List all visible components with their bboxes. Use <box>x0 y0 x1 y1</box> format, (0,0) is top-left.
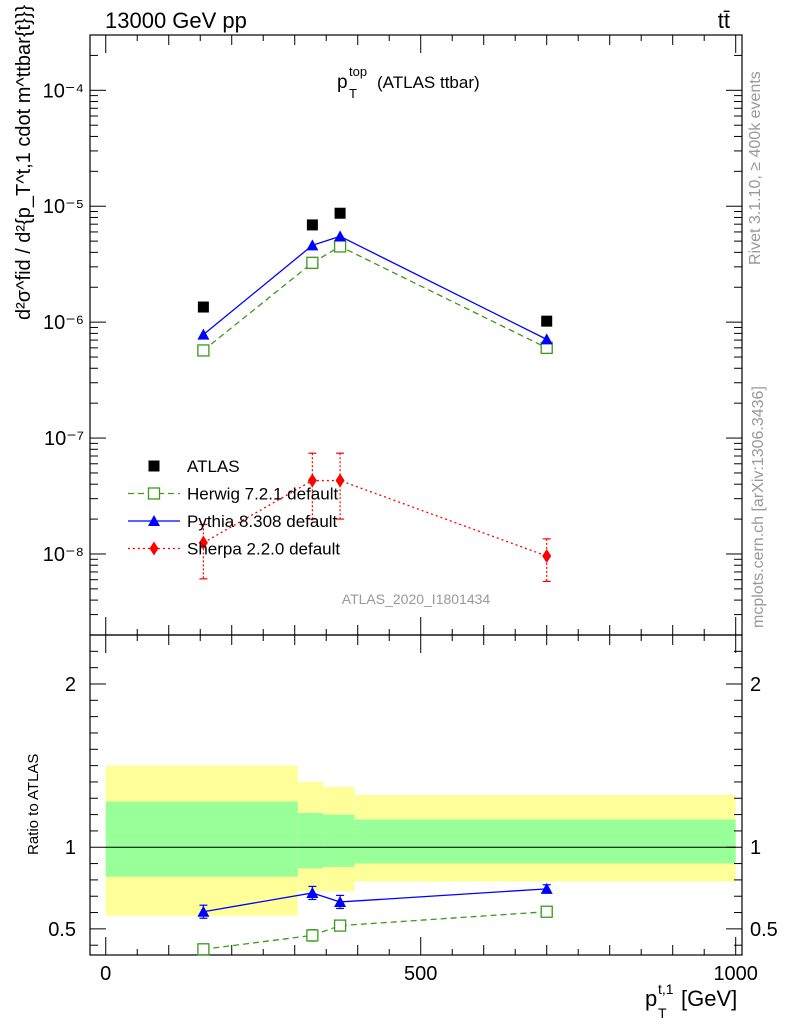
data-point <box>334 207 346 219</box>
ratio-plot-axes: 0 500 1000 0.5 0.5 1 1 2 2 <box>48 634 778 985</box>
data-point <box>335 473 345 488</box>
ratio-line-0 <box>203 911 547 950</box>
title-sup: top <box>349 64 367 79</box>
ratio-plot-frame <box>89 634 743 956</box>
xlabel-sub: T <box>658 1005 667 1021</box>
xlabel-main: p <box>645 986 657 1011</box>
ratio-y-tick-label-right-0: 0.5 <box>750 919 778 941</box>
mcplots-label: mcplots.cern.ch [arXiv:1306.3436] <box>750 386 767 628</box>
ratio-point <box>540 905 553 918</box>
legend-marker-1 <box>147 487 161 500</box>
data-point <box>540 333 553 345</box>
ratio-y-tick-label-right-1: 1 <box>750 837 761 859</box>
legend: ATLAS Herwig 7.2.1 default Pythia 8.308 de… <box>128 457 340 559</box>
ratio-point <box>334 895 347 907</box>
data-point <box>197 328 210 340</box>
ratio-plot-series <box>197 882 553 956</box>
title-suffix: (ATLAS ttbar) <box>377 73 480 92</box>
legend-label-0: ATLAS <box>187 457 240 476</box>
ratio-point <box>540 882 553 894</box>
series-line-2 <box>202 235 548 340</box>
ratio-y-tick-label-right-2: 2 <box>750 674 761 696</box>
rivet-version-label: Rivet 3.1.10, ≥ 400k events <box>747 71 764 265</box>
legend-marker-3 <box>149 541 159 556</box>
xlabel: p t,1 T [GeV] <box>645 981 737 1021</box>
data-point <box>197 301 209 313</box>
header-left-text: 13000 GeV pp <box>105 8 247 33</box>
main-ylabel: d²σ^fid / d²{p_T^t,1 cdot m^ttbar{t}}} [… <box>13 0 35 320</box>
data-point <box>307 473 317 488</box>
y-tick-label-0: 10⁻⁸ <box>43 544 84 566</box>
ratio-ylabel: Ratio to ATLAS <box>25 754 42 855</box>
legend-label-2: Pythia 8.308 default <box>187 512 338 531</box>
ratio-uncertainty-bands <box>105 765 736 916</box>
ratio-point <box>306 886 319 898</box>
y-tick-label-3: 10⁻⁵ <box>43 196 84 218</box>
band-inner-0 <box>105 801 298 877</box>
y-tick-label-1: 10⁻⁷ <box>44 428 84 450</box>
data-point <box>333 240 347 253</box>
title-sub: T <box>349 86 357 101</box>
main-plot-title: p top T (ATLAS ttbar) <box>337 64 480 101</box>
ratio-line-1 <box>203 888 547 913</box>
legend-label-3: Sherpa 2.2.0 default <box>187 540 340 559</box>
data-point <box>198 535 208 550</box>
band-inner-2 <box>323 814 355 867</box>
series-line-1 <box>202 245 548 351</box>
legend-marker-2 <box>148 515 160 526</box>
x-tick-label-1: 500 <box>404 963 437 985</box>
data-point <box>197 344 210 357</box>
ratio-point <box>197 905 210 917</box>
ratio-point <box>333 919 347 932</box>
band-inner-3 <box>354 819 736 864</box>
ratio-y-tick-label-left-2: 2 <box>65 674 76 696</box>
ratio-point <box>197 943 210 956</box>
analysis-watermark: ATLAS_2020_I1801434 <box>342 591 491 607</box>
ratio-y-tick-label-left-1: 1 <box>65 837 76 859</box>
x-tick-label-0: 0 <box>100 963 111 985</box>
legend-label-1: Herwig 7.2.1 default <box>187 485 338 504</box>
xlabel-sup: t,1 <box>658 981 674 997</box>
main-plot-axes: 10⁻⁸ 10⁻⁷ 10⁻⁶ 10⁻⁵ 10⁻⁴ <box>43 34 743 636</box>
title-main: p <box>337 72 348 93</box>
data-point <box>334 230 347 242</box>
legend-marker-0 <box>148 460 160 472</box>
y-tick-label-4: 10⁻⁴ <box>43 80 84 102</box>
data-point <box>306 219 318 231</box>
data-point <box>542 549 552 564</box>
band-inner-1 <box>297 812 324 869</box>
data-point <box>306 256 319 269</box>
xlabel-suffix: [GeV] <box>681 986 737 1011</box>
data-point <box>306 239 319 251</box>
ratio-y-tick-label-left-0: 0.5 <box>48 919 76 941</box>
data-point <box>541 315 553 327</box>
main-plot-series <box>197 207 553 582</box>
ratio-point <box>306 929 319 942</box>
x-tick-label-2: 1000 <box>713 963 758 985</box>
header-right-text: tt̄ <box>718 8 730 33</box>
y-tick-label-2: 10⁻⁶ <box>43 312 84 334</box>
